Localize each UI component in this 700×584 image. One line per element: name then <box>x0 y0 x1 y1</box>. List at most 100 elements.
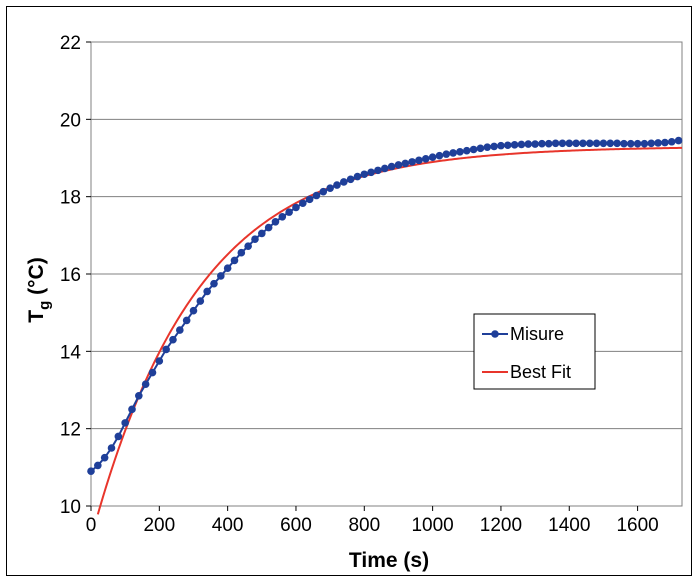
misure-point <box>292 203 300 212</box>
y-axis-title-subscript: g <box>36 301 53 310</box>
misure-point <box>360 170 369 179</box>
legend-best-fit-label: Best Fit <box>510 362 571 382</box>
misure-point <box>551 139 560 148</box>
misure-point <box>544 139 553 148</box>
misure-point <box>613 139 621 148</box>
misure-point <box>87 467 95 476</box>
misure-point <box>661 138 669 147</box>
misure-point <box>497 141 505 150</box>
y-tick-label: 10 <box>60 497 81 518</box>
misure-point <box>620 139 628 148</box>
misure-point <box>456 148 464 156</box>
misure-point <box>421 154 430 163</box>
misure-point <box>217 272 225 280</box>
misure-point <box>305 195 314 204</box>
misure-point <box>476 144 485 153</box>
misure-point <box>599 139 608 148</box>
misure-point <box>674 136 683 145</box>
misure-point <box>230 256 239 265</box>
misure-point <box>210 279 218 288</box>
misure-point <box>148 368 157 377</box>
misure-point <box>531 140 539 148</box>
misure-point <box>524 140 533 148</box>
misure-point <box>203 287 211 296</box>
misure-point <box>107 444 116 452</box>
x-tick-label: 1200 <box>480 515 522 536</box>
misure-point <box>579 139 587 148</box>
misure-point <box>121 419 129 427</box>
misure-point <box>510 141 519 149</box>
y-axis-title-unit: (°C) <box>25 257 48 300</box>
y-tick-label: 20 <box>60 110 81 131</box>
misure-point <box>339 178 348 186</box>
misure-point <box>394 161 403 169</box>
misure-point <box>346 175 355 184</box>
misure-point <box>387 162 396 171</box>
legend: Misure Best Fit <box>473 313 596 390</box>
misure-point <box>182 316 191 325</box>
misure-point <box>299 199 307 208</box>
misure-point <box>435 151 444 160</box>
misure-point <box>333 181 341 189</box>
misure-point <box>469 145 478 154</box>
y-tick-label: 18 <box>60 188 81 209</box>
x-tick-label: 400 <box>212 515 244 536</box>
misure-point <box>408 158 416 166</box>
misure-point <box>592 139 601 148</box>
misure-point <box>196 297 205 305</box>
misure-point <box>223 264 232 273</box>
x-tick-label: 1600 <box>616 515 658 536</box>
misure-point <box>517 140 526 149</box>
misure-point <box>647 139 656 148</box>
misure-point <box>558 139 567 148</box>
misure-point <box>141 380 150 389</box>
misure-point <box>374 166 382 175</box>
misure-point <box>169 335 177 344</box>
x-tick-label: 1000 <box>411 515 453 536</box>
misure-point <box>538 139 546 148</box>
x-axis-title: Time (s) <box>349 549 429 572</box>
misure-series <box>87 136 683 476</box>
misure-point <box>326 184 334 192</box>
misure-point <box>135 392 143 400</box>
misure-point <box>462 146 471 155</box>
misure-point <box>640 139 649 148</box>
y-tick-label: 16 <box>60 265 81 286</box>
chart-frame <box>6 6 692 576</box>
misure-point <box>606 139 615 148</box>
misure-point <box>490 142 498 151</box>
misure-point <box>654 139 662 147</box>
misure-point <box>100 453 109 462</box>
misure-point <box>626 139 635 148</box>
y-tick-label: 12 <box>60 420 81 441</box>
y-axis-title: Tg (°C) <box>25 257 53 322</box>
misure-point <box>415 156 423 165</box>
misure-point <box>401 159 410 168</box>
misure-point <box>428 153 437 162</box>
misure-point <box>312 191 321 200</box>
misure-point <box>585 139 594 148</box>
x-tick-label: 0 <box>86 515 97 536</box>
misure-point <box>114 432 123 441</box>
misure-point <box>285 208 293 216</box>
misure-point <box>258 229 266 238</box>
misure-point <box>367 168 375 177</box>
misure-point <box>380 164 389 173</box>
misure-point <box>572 139 580 148</box>
misure-point <box>251 235 259 243</box>
misure-line <box>90 139 679 472</box>
y-tick-label: 22 <box>60 33 81 54</box>
axis-ticks: 10 12 14 16 18 20 22 0 200 400 600 800 1000 1200 1400 1… <box>60 33 659 536</box>
misure-point <box>237 248 246 257</box>
misure-point <box>633 139 642 148</box>
misure-point <box>94 461 102 470</box>
misure-point <box>449 149 457 157</box>
misure-point <box>176 326 184 334</box>
misure-point <box>271 218 280 226</box>
x-tick-label: 600 <box>280 515 312 536</box>
x-tick-label: 200 <box>143 515 175 536</box>
misure-point <box>503 141 512 150</box>
misure-point <box>565 139 574 148</box>
misure-point <box>353 172 362 181</box>
